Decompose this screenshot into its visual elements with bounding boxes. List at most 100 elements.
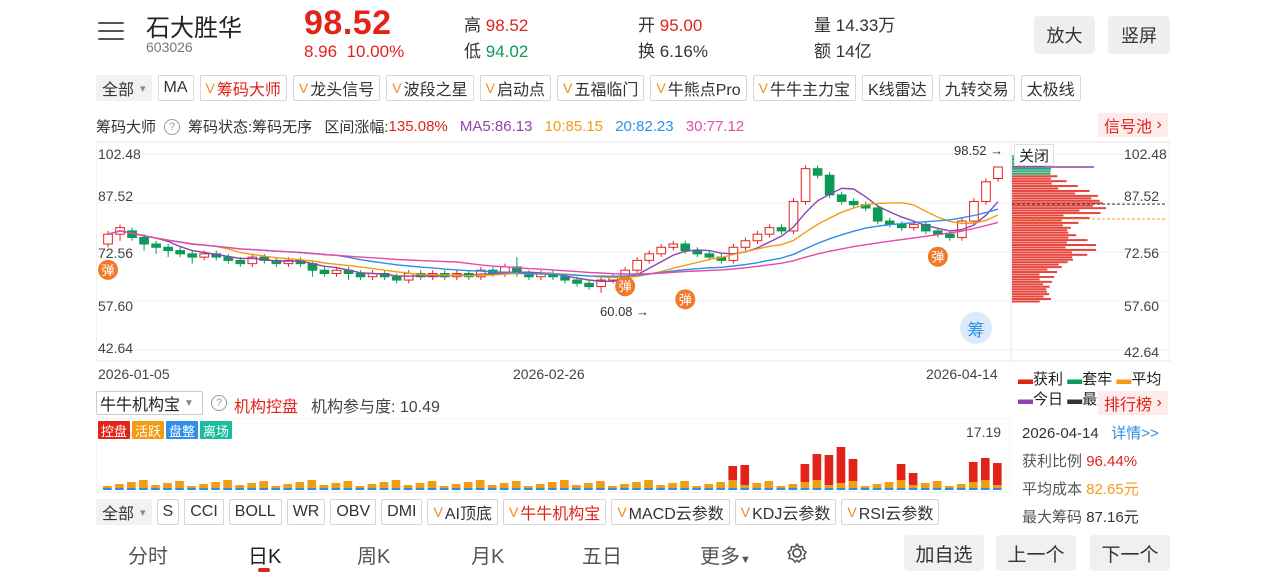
lower-bar-orange [812,480,822,488]
tab-2[interactable]: V 筹码大师 [199,75,287,101]
nav-more[interactable]: 更多▼ [700,546,751,568]
tab-11[interactable]: 太极线 [1020,75,1081,101]
bottom-tab-7[interactable]: V AI顶底 [427,499,498,525]
bottom-tab-4[interactable]: WR [286,499,326,525]
candle-body [680,243,691,252]
vip-icon: V [508,504,519,520]
bottom-tab-0[interactable]: 全部 ▾ [96,499,152,525]
signal-pool-button[interactable]: 信号池 › [1098,113,1168,137]
candle-body [596,279,606,288]
lower-bar-orange [824,485,834,488]
tab-8[interactable]: V 牛牛主力宝 [752,75,856,101]
lower-bar-blue [163,488,172,490]
nav-timeshare[interactable]: 分时 [128,546,168,568]
lower-bar-blue [283,488,293,490]
lower-bar-blue [716,488,726,490]
candle-body [704,253,715,258]
lower-bar-orange [379,482,389,488]
lower-bar-blue [115,488,124,490]
candle-body [187,253,198,258]
lower-bar-blue [211,488,220,490]
chip-bar [1012,280,1052,283]
right-y-tick-2: 87.52 [1124,188,1160,204]
chip-bar [1012,194,1099,197]
tab-1[interactable]: MA [157,75,194,101]
vip-icon: V [485,80,495,96]
tab-10[interactable]: 九转交易 [938,75,1015,101]
settings-gear-icon[interactable] [786,542,808,564]
tab-9[interactable]: K线雷达 [861,75,933,101]
bottom-tab-3[interactable]: BOLL [228,499,282,525]
lower-bar-red [896,464,906,480]
lower-bar-blue [487,488,497,490]
tab-6[interactable]: V 五福临门 [556,75,645,101]
bottom-tab-5[interactable]: OBV [330,499,377,525]
lower-bar-orange [956,484,966,488]
chip-bar [1012,204,1093,207]
bottom-tab-1[interactable]: S [156,499,180,525]
lower-bar-red [848,459,858,481]
lower-help-icon[interactable]: ? [211,395,227,411]
add-watchlist-button[interactable]: 加自选 [904,535,984,571]
lower-indicator-select[interactable]: 牛牛机构宝 ▼ [96,391,203,415]
bottom-tab-9[interactable]: V MACD云参数 [611,499,730,525]
tab-4[interactable]: V 波段之星 [386,75,474,101]
menu-icon[interactable] [98,22,124,44]
lower-bar-blue [932,488,942,490]
bottom-tab-6[interactable]: DMI [381,499,423,525]
portrait-button[interactable]: 竖屏 [1108,16,1170,54]
lower-bar-orange [223,480,232,488]
bottom-tab-8[interactable]: V 牛牛机构宝 [502,499,607,525]
lower-bar-orange [968,482,978,488]
lower-bar-blue [535,488,545,490]
range-gain-label: 区间涨幅: [324,119,389,136]
lower-bar-blue [596,488,605,490]
rank-button[interactable]: 排行榜 › [1098,391,1168,415]
nav-daily-k[interactable]: 日K [248,546,282,568]
stock-price: 98.52 [304,4,392,42]
bottom-tab-10[interactable]: V KDJ云参数 [734,499,837,525]
lower-bar-orange [944,486,954,488]
detail-link[interactable]: 详情>> [1111,425,1159,442]
lower-bar-blue [391,488,401,490]
tab-3[interactable]: V 龙头信号 [292,75,381,101]
lower-bar-orange [307,480,317,488]
bottom-tab-2[interactable]: CCI [184,499,224,525]
lower-tags: 控盘 活跃 盘整 离场 [98,421,233,439]
lower-bar-orange [175,481,184,488]
next-stock-button[interactable]: 下一个 [1090,535,1170,571]
chip-bar [1012,236,1069,239]
tab-5[interactable]: V 启动点 [479,75,551,101]
chip-bar [1012,293,1050,296]
chip-bar [1012,268,1048,271]
tab-0[interactable]: 全部 ▾ [96,75,152,101]
lower-bar-orange [728,480,738,488]
lower-bar-orange [692,486,701,488]
lower-bar-red [824,455,834,485]
ma30-line [107,221,999,275]
nav-weekly-k[interactable]: 周K [357,546,391,568]
bottom-tab-11[interactable]: V RSI云参数 [841,499,940,525]
prev-stock-button[interactable]: 上一个 [996,535,1076,571]
lower-bar-orange [151,485,160,488]
right-y-tick-3: 72.56 [1124,245,1160,261]
chip-bar [1012,300,1040,303]
chip-bar [1012,187,1059,190]
chip-bar [1012,170,1051,173]
lower-bar-orange [872,484,882,488]
chip-close-button[interactable]: 关闭 [1014,144,1055,166]
chip-bar [1012,266,1062,269]
lower-bar-blue [187,488,196,490]
chip-toggle-button[interactable]: 筹 [960,312,992,344]
tab-7[interactable]: V 牛熊点Pro [650,75,747,101]
indicator-tabs: 全部 ▾ MA V 筹码大师 V 龙头信号 V 波段之星 V 启动点 V 五福临门 V 牛熊点Pro V 牛牛… [96,75,1168,103]
lower-bar-blue [463,488,473,490]
nav-monthly-k[interactable]: 月K [471,546,505,568]
lower-bar-orange [259,481,269,488]
chip-bar [1012,275,1055,278]
nav-five-day[interactable]: 五日 [582,546,622,568]
help-icon[interactable]: ? [164,118,181,135]
lower-bar-orange [499,483,509,488]
zoom-button[interactable]: 放大 [1034,16,1095,54]
